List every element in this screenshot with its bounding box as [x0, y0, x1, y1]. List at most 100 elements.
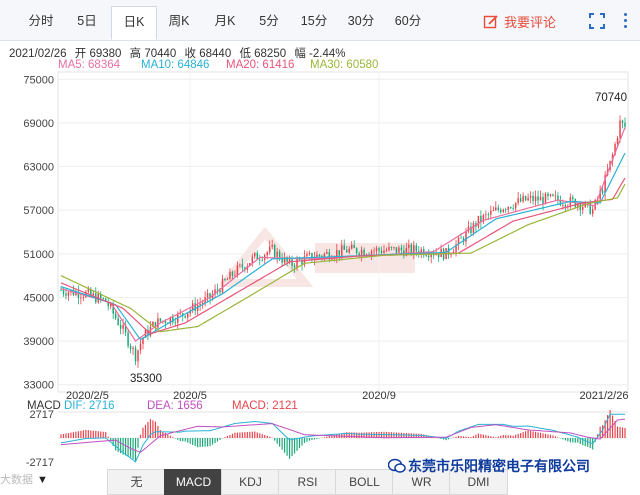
- ma20-line: [60, 177, 626, 335]
- candle-body: [244, 267, 246, 270]
- tab-30-min[interactable]: 30分: [347, 14, 375, 28]
- candle-body: [107, 301, 109, 307]
- candle-body: [492, 210, 495, 211]
- candle-body: [564, 204, 567, 207]
- candle-body: [504, 209, 507, 211]
- candle-body: [465, 231, 467, 242]
- candle-body: [276, 251, 278, 258]
- candle-body: [159, 318, 162, 322]
- tab-15-min[interactable]: 15分: [300, 14, 328, 28]
- candle-body: [345, 249, 348, 253]
- candle-body: [624, 122, 626, 127]
- y-tick-label: 63000: [23, 162, 54, 174]
- candle-body: [522, 195, 524, 202]
- company-watermark: 东莞市乐阳精密电子有限公司: [408, 458, 590, 474]
- tab-60-min[interactable]: 60分: [394, 14, 422, 28]
- candle-body: [604, 175, 606, 194]
- indicator-tab-dmi[interactable]: DMI: [449, 469, 508, 495]
- candle-body: [157, 318, 159, 328]
- candle-body: [172, 317, 174, 323]
- candle-body: [502, 209, 505, 213]
- candle-body: [619, 120, 621, 139]
- candle-body: [174, 322, 177, 324]
- review-button[interactable]: 我要评论: [483, 12, 556, 31]
- candle-body: [234, 275, 236, 276]
- candle-body: [348, 248, 350, 253]
- candle-body: [127, 332, 129, 346]
- tab-intraday[interactable]: 分时: [28, 14, 54, 28]
- macd-name-label: MACD: [27, 400, 61, 412]
- candle-body: [104, 298, 107, 302]
- tab-daily-k[interactable]: 日K: [111, 6, 157, 40]
- ma5-line: [60, 127, 626, 342]
- candle-body: [179, 313, 182, 314]
- candle-body: [457, 237, 460, 245]
- candle-body: [408, 244, 410, 248]
- indicator-tab-wr[interactable]: WR: [392, 469, 451, 495]
- info-date: 2021/02/26: [9, 48, 67, 60]
- info-close: 收 68440: [184, 48, 232, 60]
- low-annotation: 35300: [130, 373, 162, 385]
- fullscreen-icon[interactable]: [589, 13, 605, 29]
- tab-5-day[interactable]: 5日: [77, 14, 97, 28]
- indicator-tab-rsi[interactable]: RSI: [278, 469, 337, 495]
- candle-body: [283, 257, 286, 263]
- candle-body: [147, 329, 149, 336]
- candle-body: [169, 317, 172, 324]
- macd-y-tick-label: -2717: [26, 457, 54, 469]
- candle-body: [589, 202, 591, 214]
- candle-body: [480, 215, 482, 222]
- tab-weekly-k[interactable]: 周K: [168, 14, 190, 28]
- info-change: 幅 -2.44%: [294, 48, 346, 60]
- candle-body: [500, 209, 502, 213]
- candle-body: [291, 259, 293, 266]
- tab-monthly-k[interactable]: 月K: [214, 14, 236, 28]
- x-tick-label: 2020/9: [362, 390, 396, 402]
- candle-body: [149, 326, 152, 336]
- candle-body: [77, 291, 80, 298]
- info-open: 开 69380: [74, 48, 122, 60]
- wechat-icon: [388, 458, 406, 473]
- review-label: 我要评论: [504, 15, 557, 30]
- indicator-tab-macd[interactable]: MACD: [164, 469, 223, 495]
- candle-body: [154, 321, 157, 328]
- candle-body: [306, 254, 308, 257]
- candle-body: [184, 315, 186, 318]
- macd-dif-label: DIF: 2716: [64, 400, 115, 412]
- y-tick-label: 51000: [23, 249, 54, 261]
- edit-icon: [483, 15, 498, 29]
- candle-body: [514, 202, 517, 209]
- info-low: 低 68250: [239, 48, 287, 60]
- candle-body: [427, 255, 430, 258]
- candle-body: [62, 290, 65, 294]
- candle-body: [591, 209, 594, 214]
- candle-body: [370, 251, 373, 255]
- candle-body: [532, 195, 534, 201]
- indicator-tab-boll[interactable]: BOLL: [335, 469, 394, 495]
- candle-body: [383, 250, 385, 254]
- macd-y-tick-label: 2717: [30, 409, 54, 421]
- candle-body: [67, 292, 70, 296]
- indicator-tab-kdj[interactable]: KDJ: [221, 469, 280, 495]
- candle-body: [495, 207, 497, 211]
- y-tick-label: 69000: [23, 118, 54, 130]
- more-vertical-icon[interactable]: [620, 13, 630, 29]
- candle-body: [216, 289, 219, 291]
- candle-body: [616, 138, 619, 144]
- candle-body: [388, 246, 390, 251]
- macd-dea-line: [60, 418, 626, 453]
- candle-body: [547, 193, 549, 196]
- candle-body: [353, 244, 355, 249]
- candle-body: [599, 190, 601, 200]
- dropdown-arrow-icon[interactable]: ▼: [37, 474, 48, 486]
- indicator-tab-none[interactable]: 无: [107, 469, 166, 495]
- tab-5-min[interactable]: 5分: [259, 14, 279, 28]
- candle-body: [390, 246, 393, 248]
- candle-body: [109, 304, 112, 307]
- candle-body: [251, 256, 254, 264]
- candle-body: [614, 143, 616, 155]
- candle-body: [296, 259, 298, 268]
- candle-body: [485, 214, 487, 216]
- candle-body: [256, 252, 259, 260]
